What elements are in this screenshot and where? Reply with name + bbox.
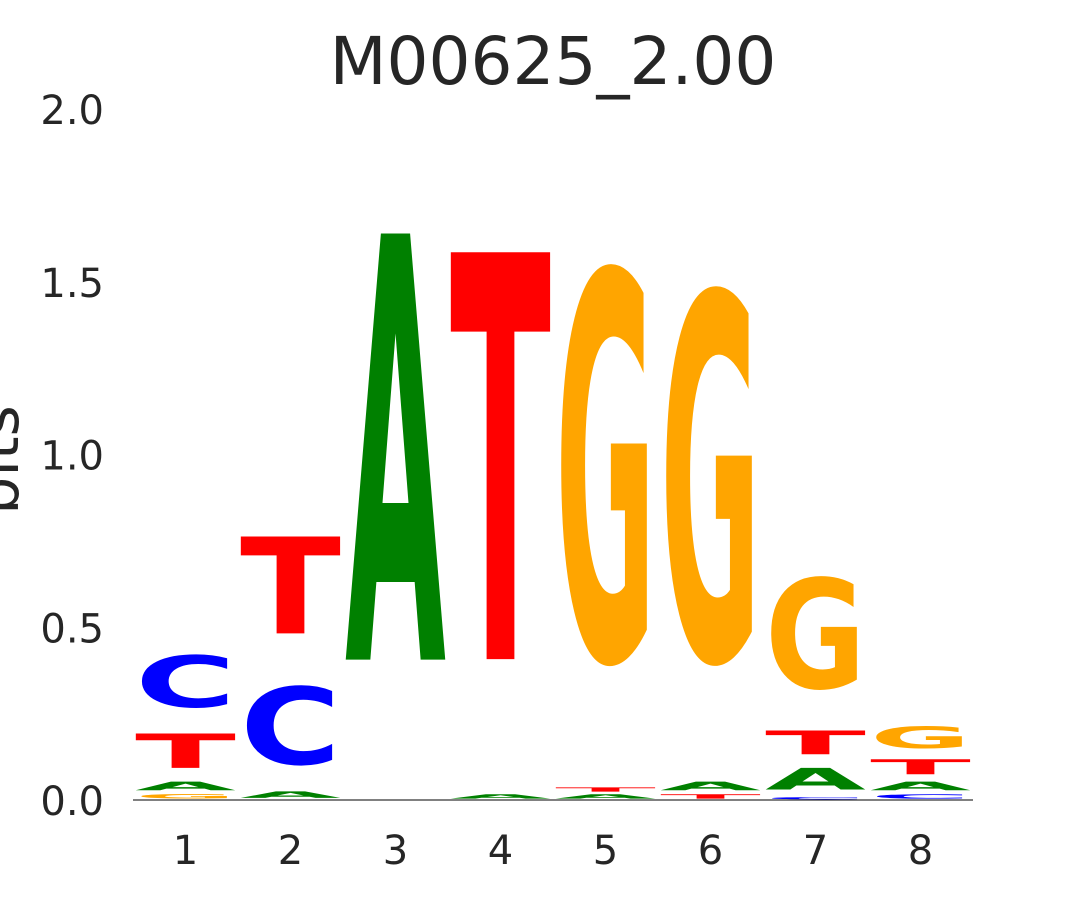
logo-letter-G-pos6: G	[660, 194, 761, 778]
y-tick-labels: 0.0 0.5 1.0 1.5 2.0	[40, 88, 104, 825]
x-tick-labels: 1 2 3 4 5 6 7 8	[173, 828, 933, 874]
logo-letter-A-pos2: A	[240, 790, 341, 800]
y-tick-label: 1.5	[40, 261, 104, 307]
x-tick-label: 3	[383, 828, 408, 874]
logo-letter-A-pos1: A	[135, 779, 236, 793]
logo-letter-T-pos8: T	[870, 755, 971, 779]
logo-letter-T-pos4: T	[450, 142, 552, 791]
logo-letter-A-pos4: A	[450, 793, 551, 800]
logo-letter-C-pos7: C	[765, 797, 866, 800]
logo-letter-T-pos2: T	[240, 511, 341, 665]
logo-letter-A-pos7: A	[765, 762, 866, 796]
logo-letter-T-pos7: T	[765, 724, 866, 762]
logo-letter-A-pos3: A	[345, 117, 447, 798]
x-tick-label: 5	[593, 828, 618, 874]
logo-letter-C-pos8: C	[870, 793, 971, 800]
logo-letter-A-pos5: A	[555, 793, 656, 800]
logo-letter-C-pos2: C	[240, 665, 341, 789]
x-tick-label: 7	[803, 828, 828, 874]
logo-letter-G-pos1: G	[135, 793, 236, 800]
y-tick-label: 0.5	[40, 606, 104, 652]
logo-letter-C-pos1: C	[135, 641, 236, 723]
y-axis-label: bits	[0, 405, 33, 515]
y-tick-label: 2.0	[40, 88, 104, 134]
logo-letter-T-pos1: T	[135, 724, 236, 779]
logo-letter-A-pos6: A	[660, 779, 761, 793]
y-tick-label: 0.0	[40, 779, 104, 825]
x-tick-label: 2	[278, 828, 303, 874]
x-tick-label: 1	[173, 828, 198, 874]
logo-letter-A-pos8: A	[870, 779, 971, 793]
x-tick-label: 4	[488, 828, 513, 874]
logo-letter-G-pos8: G	[870, 721, 971, 755]
logo-letter-T-pos5: T	[555, 786, 656, 793]
logo-letter-G-pos5: G	[555, 165, 656, 784]
logo-letter-G-pos7: G	[765, 549, 866, 724]
x-tick-label: 6	[698, 828, 723, 874]
logo-letter-T-pos6: T	[660, 793, 761, 800]
chart-title: M00625_2.00	[330, 23, 777, 100]
y-tick-label: 1.0	[40, 434, 104, 480]
x-tick-label: 8	[908, 828, 933, 874]
